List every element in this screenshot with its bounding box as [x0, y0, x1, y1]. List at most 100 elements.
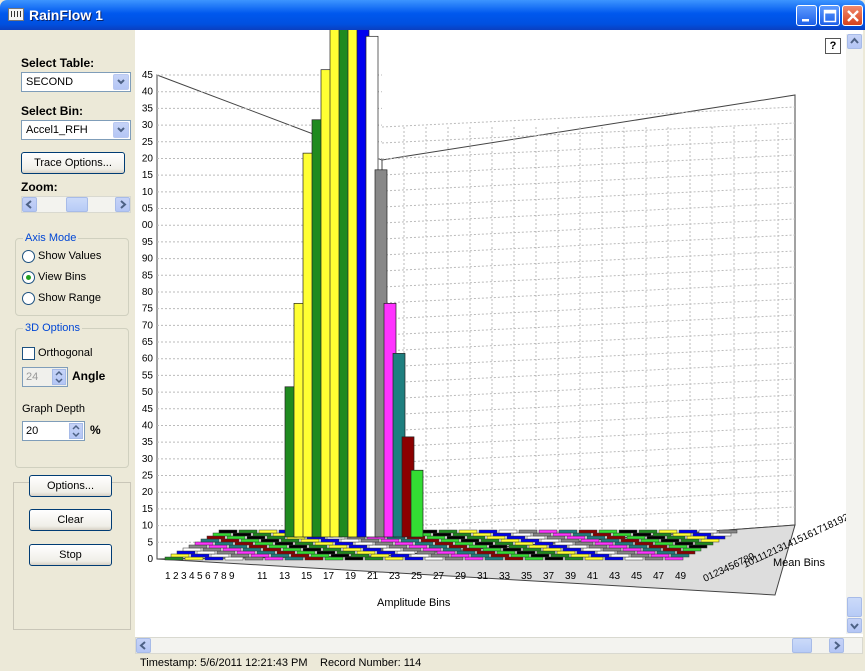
view-bins-label[interactable]: View Bins — [38, 271, 87, 283]
floor-bar — [542, 547, 562, 552]
floor-bar — [444, 556, 464, 561]
radio-show-range[interactable] — [22, 292, 35, 305]
scroll-left-icon[interactable] — [136, 638, 151, 653]
stop-button[interactable]: Stop — [29, 544, 112, 566]
floor-bar — [400, 538, 420, 543]
spin-arrows-icon[interactable] — [52, 369, 66, 385]
grid-line — [381, 186, 796, 208]
floor-bar — [396, 550, 416, 555]
floor-bar — [450, 553, 470, 558]
floor-bar — [480, 538, 500, 543]
floor-bar — [208, 544, 228, 549]
zoom-thumb[interactable] — [66, 197, 88, 212]
y-tick-label: 20 — [142, 487, 154, 498]
floor-bar — [486, 535, 506, 540]
chevron-down-icon[interactable] — [113, 122, 129, 138]
floor-bar — [574, 541, 594, 546]
grid-line — [381, 218, 796, 240]
minimize-button[interactable] — [796, 5, 817, 26]
floor-bar — [666, 535, 686, 540]
vscroll-thumb[interactable] — [847, 597, 862, 617]
x-tick-label: 13 — [279, 571, 291, 582]
floor-bar — [328, 544, 348, 549]
floor-bar — [368, 544, 388, 549]
x-tick-label: 17 — [323, 571, 335, 582]
close-button[interactable] — [842, 5, 863, 26]
select-table-dropdown[interactable]: SECOND — [21, 72, 131, 92]
floor-bar — [648, 544, 668, 549]
orthogonal-checkbox[interactable] — [22, 347, 35, 360]
vertical-scrollbar[interactable] — [846, 34, 863, 634]
floor-bar — [258, 529, 278, 534]
y-tick-label: 70 — [142, 320, 154, 331]
floor-bar — [578, 529, 598, 534]
floor-bar — [190, 553, 210, 558]
floor-bar — [344, 556, 364, 561]
x-tick-label: 19 — [345, 571, 357, 582]
x-tick-label: 45 — [631, 571, 643, 582]
floor-bar — [576, 550, 596, 555]
floor-bar — [622, 547, 642, 552]
spin-arrows-icon[interactable] — [69, 423, 83, 439]
scroll-right-icon[interactable] — [115, 197, 130, 212]
horizontal-scrollbar[interactable] — [135, 637, 863, 654]
scroll-right-icon[interactable] — [829, 638, 844, 653]
y-tick-label: 05 — [142, 204, 154, 215]
hscroll-thumb[interactable] — [792, 638, 812, 653]
floor-bar — [294, 541, 314, 546]
x-tick-label: 31 — [477, 571, 489, 582]
floor-bar — [250, 553, 270, 558]
select-bin-dropdown[interactable]: Accel1_RFH — [21, 120, 131, 140]
zoom-slider[interactable] — [21, 196, 131, 213]
floor-bar — [628, 544, 648, 549]
floor-bar — [420, 538, 440, 543]
trace-options-button[interactable]: Trace Options... — [21, 152, 125, 174]
x-tick-label: 41 — [587, 571, 599, 582]
floor-bar — [718, 529, 738, 534]
floor-bar — [478, 529, 498, 534]
floor-bar — [402, 547, 422, 552]
floor-bar — [582, 547, 602, 552]
floor-bar — [336, 550, 356, 555]
floor-bar — [256, 550, 276, 555]
show-values-label[interactable]: Show Values — [38, 250, 102, 262]
floor-bar — [514, 541, 534, 546]
floor-bar — [536, 550, 556, 555]
floor-bar — [596, 550, 616, 555]
y-tick-label: 5 — [147, 537, 153, 548]
floor-bar — [516, 550, 536, 555]
maximize-button[interactable] — [819, 5, 840, 26]
clear-button[interactable]: Clear — [29, 509, 112, 531]
floor-bar — [608, 544, 628, 549]
x-tick-label: 33 — [499, 571, 511, 582]
title-bar[interactable]: RainFlow 1 — [0, 0, 865, 30]
chevron-down-icon[interactable] — [113, 74, 129, 90]
grid-line — [381, 458, 796, 480]
floor-bar — [634, 541, 654, 546]
floor-bar — [240, 538, 260, 543]
options-button[interactable]: Options... — [29, 475, 112, 497]
radio-show-values[interactable] — [22, 250, 35, 263]
status-bar: Timestamp: 5/6/2011 12:21:43 PM Record N… — [135, 654, 863, 671]
floor-bar — [316, 550, 336, 555]
angle-spinner[interactable]: 24 — [22, 367, 68, 387]
floor-bar — [566, 535, 586, 540]
floor-bar — [604, 556, 624, 561]
scroll-left-icon[interactable] — [22, 197, 37, 212]
floor-bar — [526, 535, 546, 540]
orthogonal-label[interactable]: Orthogonal — [38, 347, 93, 359]
graph-depth-spinner[interactable]: 20 — [22, 421, 85, 441]
floor-bar — [410, 553, 430, 558]
floor-bar — [230, 553, 250, 558]
floor-bar — [176, 550, 196, 555]
select-table-value: SECOND — [26, 76, 74, 88]
scroll-up-icon[interactable] — [847, 34, 862, 49]
floor-bar — [362, 547, 382, 552]
y-tick-label: 95 — [142, 237, 154, 248]
show-range-label[interactable]: Show Range — [38, 292, 101, 304]
floor-bar — [206, 535, 226, 540]
scroll-down-icon[interactable] — [847, 618, 862, 633]
radio-view-bins[interactable] — [22, 271, 35, 284]
select-bin-value: Accel1_RFH — [26, 124, 88, 136]
help-button[interactable]: ? — [825, 38, 841, 54]
